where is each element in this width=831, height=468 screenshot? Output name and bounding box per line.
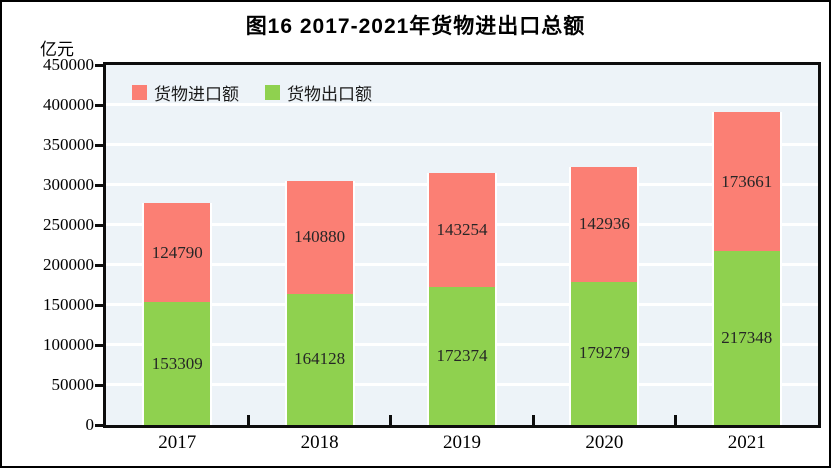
x-axis-label-2018: 2018 (300, 432, 339, 453)
y-axis-label-350000: 350000 (43, 135, 94, 154)
y-axis-label-100000: 100000 (43, 335, 94, 354)
legend-swatch-export (265, 85, 280, 100)
gridline-350000 (106, 143, 818, 146)
bar-segment-2019-货物进口额: 143254 (427, 172, 497, 288)
bar-value-label: 172374 (436, 346, 488, 366)
x-axis-label-2019: 2019 (443, 432, 481, 453)
y-axis-tick-50000 (95, 384, 103, 387)
gridline-400000 (106, 103, 818, 106)
bar-segment-2017-货物出口额: 153309 (142, 302, 213, 425)
chart-title: 图16 2017-2021年货物进出口总额 (245, 15, 586, 38)
legend-label-import: 货物进口额 (154, 85, 239, 104)
bar-value-label: 153309 (151, 353, 203, 373)
plot-area: 153309 124790 164128 140880 172374 143254 1792… (103, 62, 821, 428)
y-axis-tick-350000 (95, 144, 103, 147)
bar-segment-2019-货物出口额: 172374 (427, 287, 497, 425)
y-axis-label-300000: 300000 (43, 175, 94, 194)
y-axis-label-50000: 50000 (51, 375, 95, 394)
legend-swatch-import (132, 85, 147, 100)
bar-value-label: 179279 (578, 343, 630, 363)
x-axis-boundary-tick-2 (389, 415, 393, 425)
legend-item-import: 货物进口额 (132, 80, 239, 105)
x-axis-label-2017: 2017 (158, 432, 197, 453)
bar-group-2019: 172374 143254 (427, 172, 497, 425)
y-axis-label-0: 0 (85, 415, 95, 434)
y-axis-label-450000: 450000 (43, 55, 94, 74)
bar-group-2020: 179279 142936 (569, 167, 640, 425)
x-axis-boundary-tick-3 (531, 415, 535, 425)
bar-value-label: 124790 (151, 242, 203, 262)
bar-group-2021: 217348 173661 (711, 112, 782, 425)
y-axis-tick-0 (95, 424, 103, 427)
bar-segment-2018-货物出口额: 164128 (284, 293, 355, 425)
y-axis-label-200000: 200000 (43, 255, 94, 274)
bar-segment-2021-货物出口额: 217348 (711, 251, 782, 425)
y-axis-label-150000: 150000 (43, 295, 94, 314)
bar-group-2018: 164128 140880 (284, 181, 355, 425)
y-axis-tick-150000 (95, 304, 103, 307)
bar-group-2017: 153309 124790 (142, 202, 213, 425)
legend-label-export: 货物出口额 (287, 85, 372, 104)
y-axis-tick-450000 (95, 64, 103, 67)
y-axis-tick-300000 (95, 184, 103, 187)
y-axis-tick-250000 (95, 224, 103, 227)
bar-value-label: 143254 (436, 219, 488, 239)
y-axis-tick-200000 (95, 264, 103, 267)
y-axis-unit-label: 亿元 (40, 40, 74, 59)
y-axis-label-400000: 400000 (43, 95, 94, 114)
y-axis-label-250000: 250000 (43, 215, 94, 234)
bar-segment-2017-货物进口额: 124790 (142, 202, 213, 303)
bar-value-label: 217348 (721, 328, 773, 348)
bar-segment-2018-货物进口额: 140880 (284, 181, 355, 294)
bar-value-label: 173661 (721, 171, 773, 191)
y-axis-tick-100000 (95, 344, 103, 347)
bar-segment-2021-货物进口额: 173661 (711, 112, 782, 252)
bar-segment-2020-货物进口额: 142936 (569, 167, 640, 282)
x-axis-boundary-tick-1 (246, 415, 250, 425)
legend-item-export: 货物出口额 (265, 80, 372, 105)
bar-value-label: 142936 (578, 214, 630, 234)
bar-segment-2020-货物出口额: 179279 (569, 281, 640, 425)
x-axis-label-2020: 2020 (585, 432, 624, 453)
bar-value-label: 164128 (294, 349, 346, 369)
x-axis-label-2021: 2021 (727, 432, 766, 453)
x-axis-boundary-tick-4 (674, 415, 678, 425)
y-axis-tick-400000 (95, 104, 103, 107)
bar-value-label: 140880 (294, 227, 346, 247)
chart-legend: 货物进口额 货物出口额 (132, 80, 372, 105)
